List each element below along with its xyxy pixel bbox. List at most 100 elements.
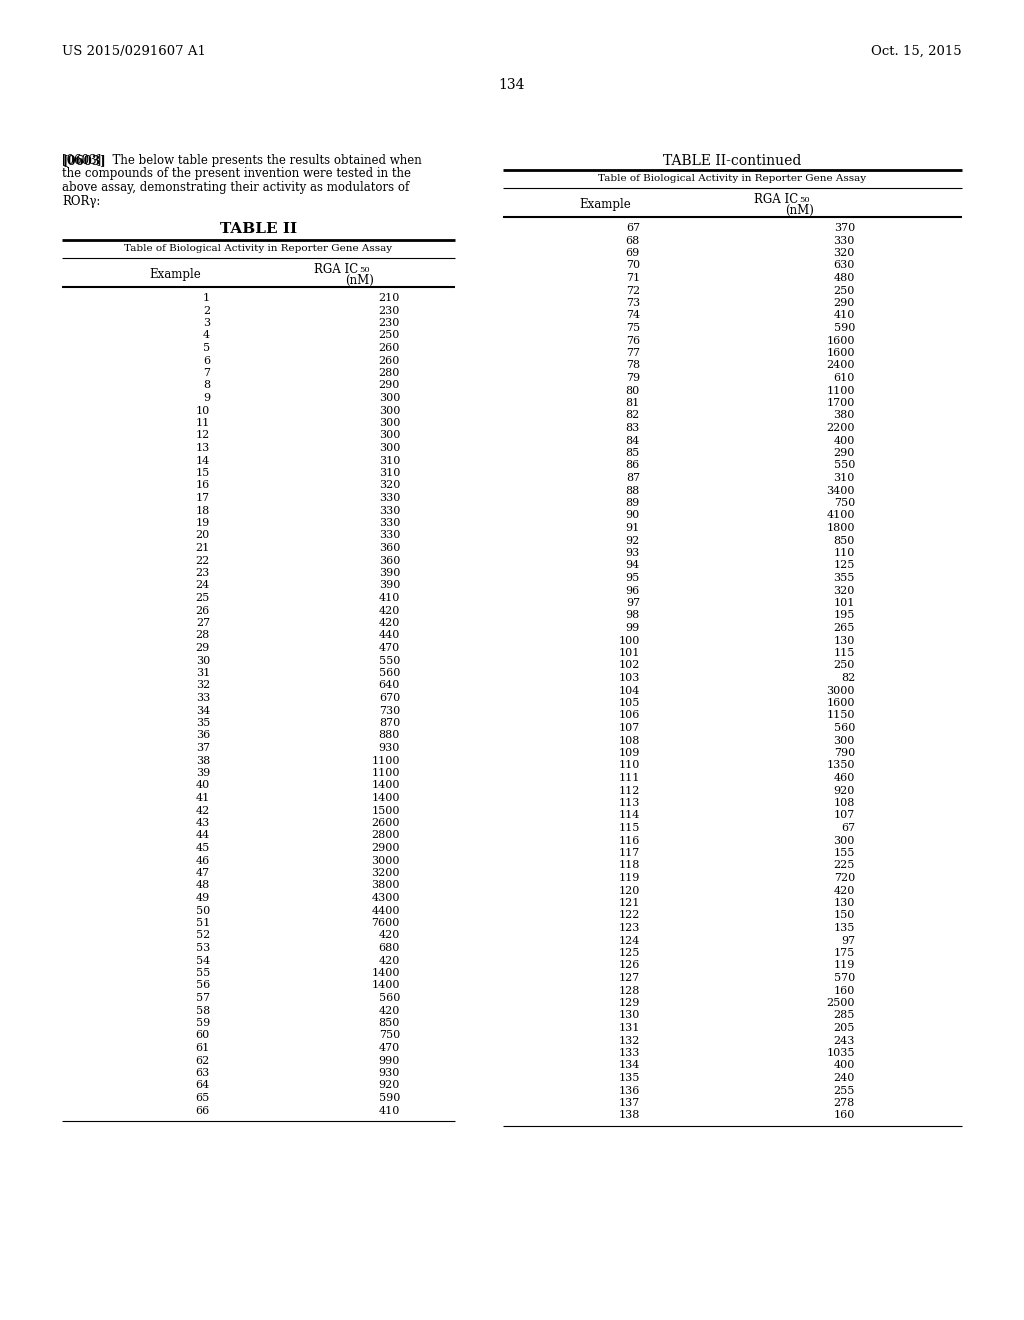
Text: 76: 76 xyxy=(626,335,640,346)
Text: 54: 54 xyxy=(196,956,210,965)
Text: 290: 290 xyxy=(834,298,855,308)
Text: 82: 82 xyxy=(841,673,855,682)
Text: 355: 355 xyxy=(834,573,855,583)
Text: 75: 75 xyxy=(626,323,640,333)
Text: the compounds of the present invention were tested in the: the compounds of the present invention w… xyxy=(62,168,411,181)
Text: 3000: 3000 xyxy=(372,855,400,866)
Text: 290: 290 xyxy=(834,447,855,458)
Text: 42: 42 xyxy=(196,805,210,816)
Text: 300: 300 xyxy=(379,418,400,428)
Text: 82: 82 xyxy=(626,411,640,421)
Text: 360: 360 xyxy=(379,556,400,565)
Text: 1800: 1800 xyxy=(826,523,855,533)
Text: 5: 5 xyxy=(203,343,210,352)
Text: 44: 44 xyxy=(196,830,210,841)
Text: 92: 92 xyxy=(626,536,640,545)
Text: 420: 420 xyxy=(379,618,400,628)
Text: 91: 91 xyxy=(626,523,640,533)
Text: 300: 300 xyxy=(379,393,400,403)
Text: 40: 40 xyxy=(196,780,210,791)
Text: 230: 230 xyxy=(379,305,400,315)
Text: 15: 15 xyxy=(196,469,210,478)
Text: 750: 750 xyxy=(379,1031,400,1040)
Text: 56: 56 xyxy=(196,981,210,990)
Text: 83: 83 xyxy=(626,422,640,433)
Text: 2500: 2500 xyxy=(826,998,855,1008)
Text: 84: 84 xyxy=(626,436,640,446)
Text: 103: 103 xyxy=(618,673,640,682)
Text: 50: 50 xyxy=(196,906,210,916)
Text: 110: 110 xyxy=(618,760,640,771)
Text: 114: 114 xyxy=(618,810,640,821)
Text: 255: 255 xyxy=(834,1085,855,1096)
Text: 21: 21 xyxy=(196,543,210,553)
Text: 590: 590 xyxy=(379,1093,400,1104)
Text: 99: 99 xyxy=(626,623,640,634)
Text: 310: 310 xyxy=(834,473,855,483)
Text: 1500: 1500 xyxy=(372,805,400,816)
Text: 125: 125 xyxy=(618,948,640,958)
Text: 250: 250 xyxy=(379,330,400,341)
Text: 48: 48 xyxy=(196,880,210,891)
Text: 330: 330 xyxy=(379,517,400,528)
Text: 106: 106 xyxy=(618,710,640,721)
Text: 81: 81 xyxy=(626,399,640,408)
Text: 300: 300 xyxy=(379,430,400,441)
Text: 90: 90 xyxy=(626,511,640,520)
Text: RGA IC: RGA IC xyxy=(313,263,358,276)
Text: [0603]: [0603] xyxy=(62,154,105,168)
Text: 420: 420 xyxy=(379,956,400,965)
Text: 125: 125 xyxy=(834,561,855,570)
Text: above assay, demonstrating their activity as modulators of: above assay, demonstrating their activit… xyxy=(62,181,410,194)
Text: 410: 410 xyxy=(834,310,855,321)
Text: 39: 39 xyxy=(196,768,210,777)
Text: 1400: 1400 xyxy=(372,793,400,803)
Text: 55: 55 xyxy=(196,968,210,978)
Text: [0603]   The below table presents the results obtained when: [0603] The below table presents the resu… xyxy=(62,154,422,168)
Text: 131: 131 xyxy=(618,1023,640,1034)
Text: 14: 14 xyxy=(196,455,210,466)
Text: 85: 85 xyxy=(626,447,640,458)
Text: 230: 230 xyxy=(379,318,400,327)
Text: 380: 380 xyxy=(834,411,855,421)
Text: 870: 870 xyxy=(379,718,400,729)
Text: 70: 70 xyxy=(626,260,640,271)
Text: 95: 95 xyxy=(626,573,640,583)
Text: 127: 127 xyxy=(618,973,640,983)
Text: 45: 45 xyxy=(196,843,210,853)
Text: 930: 930 xyxy=(379,1068,400,1078)
Text: 1400: 1400 xyxy=(372,981,400,990)
Text: 93: 93 xyxy=(626,548,640,558)
Text: 920: 920 xyxy=(834,785,855,796)
Text: 66: 66 xyxy=(196,1106,210,1115)
Text: 33: 33 xyxy=(196,693,210,704)
Text: 790: 790 xyxy=(834,748,855,758)
Text: 3000: 3000 xyxy=(826,685,855,696)
Text: 110: 110 xyxy=(834,548,855,558)
Text: 300: 300 xyxy=(379,444,400,453)
Text: Oct. 15, 2015: Oct. 15, 2015 xyxy=(871,45,962,58)
Text: 73: 73 xyxy=(626,298,640,308)
Text: 35: 35 xyxy=(196,718,210,729)
Text: 129: 129 xyxy=(618,998,640,1008)
Text: 550: 550 xyxy=(834,461,855,470)
Text: 50: 50 xyxy=(799,195,810,205)
Text: 730: 730 xyxy=(379,705,400,715)
Text: 570: 570 xyxy=(834,973,855,983)
Text: 89: 89 xyxy=(626,498,640,508)
Text: 71: 71 xyxy=(626,273,640,282)
Text: 250: 250 xyxy=(834,285,855,296)
Text: 111: 111 xyxy=(618,774,640,783)
Text: 1600: 1600 xyxy=(826,348,855,358)
Text: 260: 260 xyxy=(379,343,400,352)
Text: 330: 330 xyxy=(379,506,400,516)
Text: 330: 330 xyxy=(379,492,400,503)
Text: 390: 390 xyxy=(379,568,400,578)
Text: 4400: 4400 xyxy=(372,906,400,916)
Text: 320: 320 xyxy=(834,586,855,595)
Text: 1100: 1100 xyxy=(372,768,400,777)
Text: 330: 330 xyxy=(379,531,400,540)
Text: 100: 100 xyxy=(618,635,640,645)
Text: 12: 12 xyxy=(196,430,210,441)
Text: 124: 124 xyxy=(618,936,640,945)
